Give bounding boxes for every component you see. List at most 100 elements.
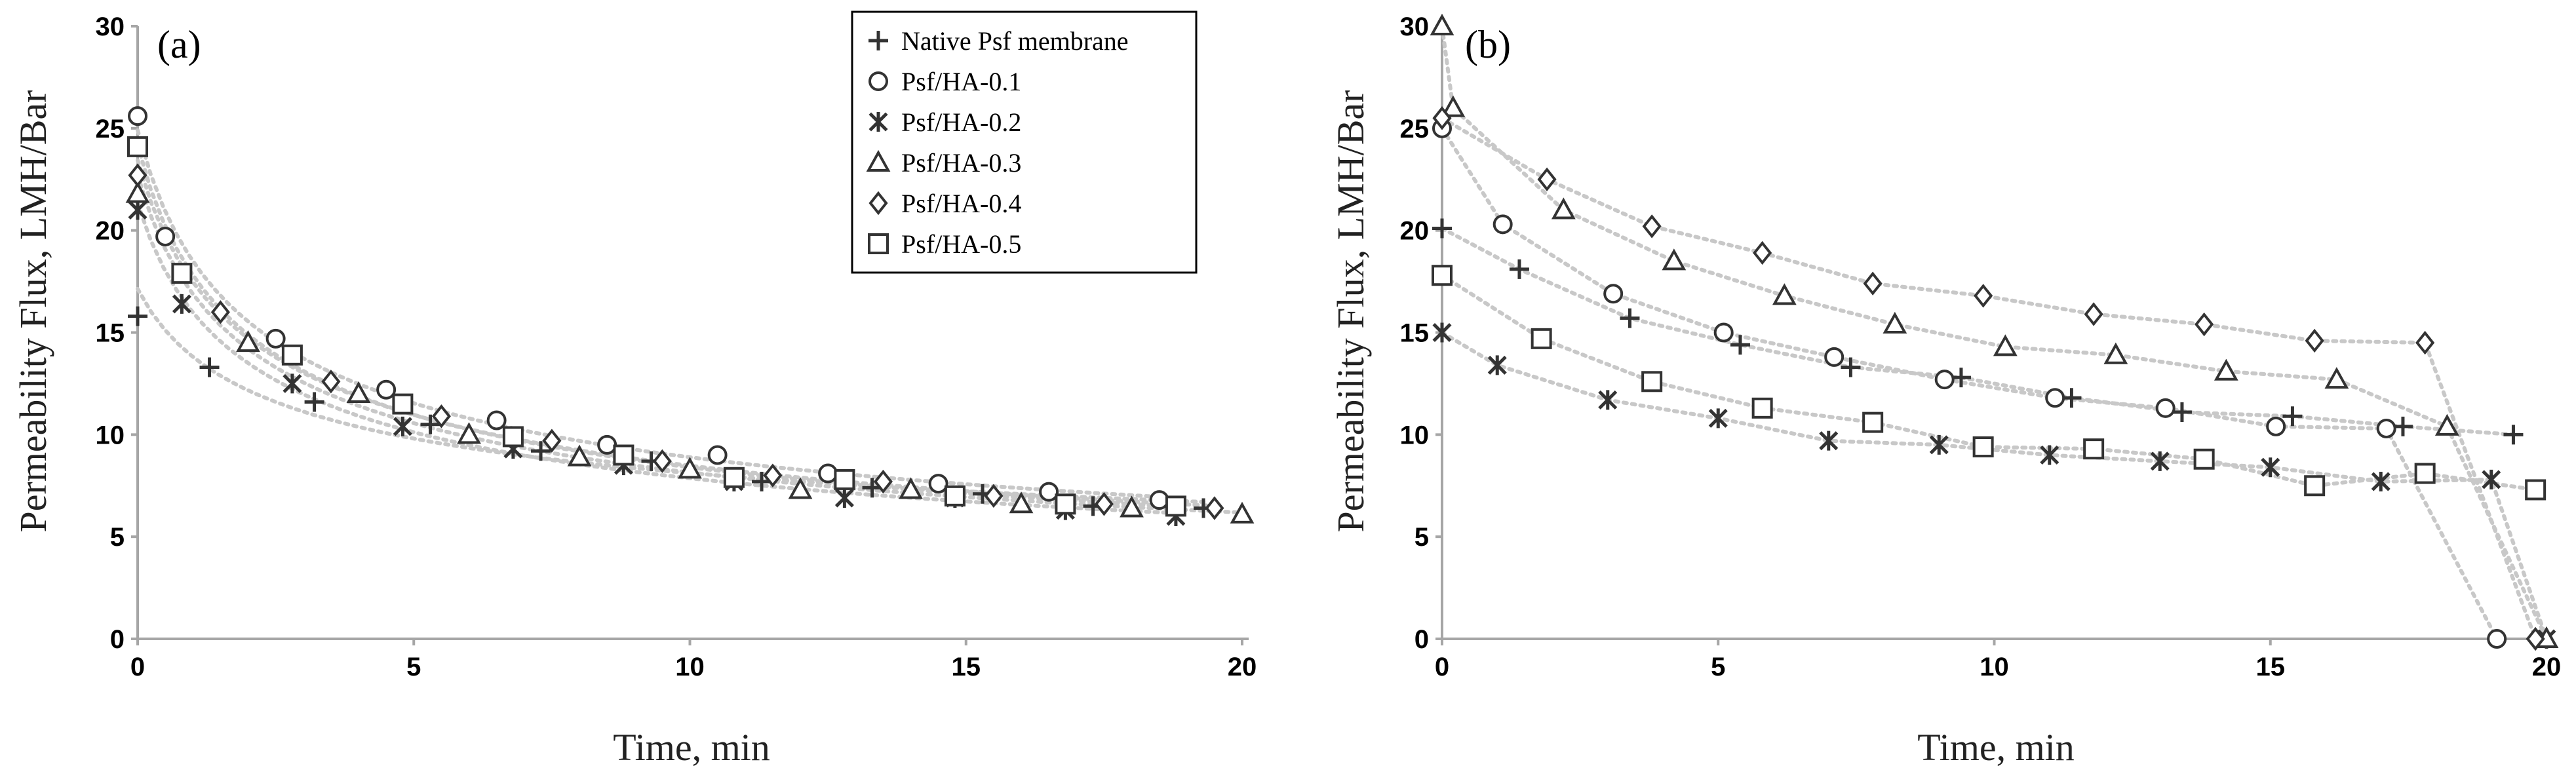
data-point-diamond [128, 163, 147, 187]
panel-a-x-axis-title: Time, min [613, 726, 770, 769]
y-tick-label: 25 [1400, 115, 1430, 143]
data-point-triangle [1551, 197, 1576, 220]
x-tick-label: 5 [406, 653, 421, 681]
legend-entry-ha-0-2: Psf/HA-0.2 [901, 107, 1021, 137]
data-point-square [2083, 438, 2105, 460]
y-tick-label: 10 [96, 421, 125, 449]
data-point-diamond [1432, 106, 1452, 130]
data-point-asterisk [1598, 390, 1618, 410]
data-point-circle [265, 328, 286, 349]
legend-entry-native: Native Psf membrane [901, 26, 1129, 56]
legend-marker-circle [868, 71, 888, 91]
panel-b-label: (b) [1465, 23, 1511, 66]
data-point-asterisk [1929, 434, 1949, 455]
x-tick-label: 20 [2532, 653, 2562, 681]
data-point-diamond [984, 484, 1004, 508]
data-point-circle [597, 434, 617, 455]
data-point-plus [2392, 416, 2413, 436]
data-point-triangle [1662, 248, 1687, 271]
data-point-diamond [1094, 492, 1114, 516]
data-point-diamond [1537, 167, 1557, 191]
data-point-asterisk [834, 487, 854, 508]
data-point-triangle [788, 477, 813, 499]
y-tick-label: 0 [110, 625, 125, 654]
data-point-circle [928, 474, 948, 494]
data-point-diamond [2415, 330, 2435, 355]
x-tick-label: 15 [952, 653, 981, 681]
data-point-circle [1934, 370, 1955, 390]
data-point-diamond [2305, 328, 2324, 353]
data-point-triangle [2214, 358, 2238, 381]
data-point-square [1531, 328, 1552, 349]
data-point-square [1641, 371, 1663, 392]
data-point-diamond [1974, 284, 1993, 308]
data-point-triangle [1441, 95, 1466, 117]
data-point-diamond [652, 449, 672, 474]
data-point-square [1432, 265, 1453, 286]
legend-marker-plus [868, 31, 888, 50]
data-point-square [2193, 448, 2215, 470]
legend-entry-ha-0-1: Psf/HA-0.1 [901, 67, 1021, 96]
data-point-square [834, 468, 855, 490]
data-point-plus [2061, 388, 2082, 408]
data-point-asterisk [1487, 355, 1507, 375]
data-point-asterisk [172, 294, 191, 314]
data-point-plus [304, 392, 324, 412]
y-tick-label: 30 [96, 12, 125, 41]
data-point-triangle [2324, 367, 2349, 389]
data-point-circle [2487, 629, 2507, 649]
data-point-circle [1149, 490, 1169, 510]
data-point-circle [1039, 482, 1059, 502]
data-point-asterisk [393, 416, 412, 436]
data-point-diamond [542, 429, 562, 453]
data-point-square [171, 263, 193, 284]
data-point-plus [1951, 368, 1971, 388]
legend-markers [866, 31, 891, 254]
data-point-circle [1603, 284, 1624, 304]
data-point-triangle [678, 457, 702, 479]
data-point-triangle [1772, 283, 1797, 305]
trend-line-asterisk [136, 201, 1178, 516]
data-point-plus [1730, 335, 1750, 355]
data-point-diamond [1205, 496, 1224, 520]
data-point-triangle [2103, 342, 2128, 364]
data-point-plus [1620, 308, 1640, 328]
x-tick-label: 10 [1980, 653, 2009, 681]
data-point-circle [376, 379, 397, 400]
legend-entry-ha-0-3: Psf/HA-0.3 [901, 148, 1021, 178]
data-point-plus [420, 414, 440, 434]
data-point-diamond [763, 463, 783, 487]
data-point-circle [818, 463, 838, 484]
panel-b-y-axis-title: Permeability Flux, LMH/Bar [1329, 90, 1372, 533]
data-point-asterisk [128, 200, 147, 220]
data-point-diamond [321, 370, 341, 394]
data-point-circle [2266, 416, 2286, 436]
data-point-circle [2376, 418, 2396, 438]
legend-marker-triangle [866, 149, 891, 172]
data-point-triangle [346, 381, 371, 403]
data-point-diamond [1642, 214, 1662, 239]
data-point-square [127, 136, 148, 157]
data-point-square [502, 426, 524, 448]
legend-frame [851, 10, 1198, 274]
data-point-triangle [1430, 13, 1454, 35]
panel-a-label: (a) [157, 23, 201, 66]
data-point-plus [1841, 357, 1861, 377]
y-tick-label: 20 [96, 217, 125, 246]
legend-entry-ha-0-4: Psf/HA-0.4 [901, 189, 1021, 218]
panel-a-legend: Native Psf membrane Psf/HA-0.1 Psf/HA-0.… [851, 10, 1198, 274]
legend-entry-ha-0-5: Psf/HA-0.5 [901, 229, 1021, 259]
data-point-plus [531, 441, 551, 461]
data-point-triangle [1993, 334, 2018, 356]
data-point-triangle [125, 181, 150, 203]
data-point-plus [2172, 402, 2192, 423]
data-point-square [944, 485, 966, 506]
data-point-diamond [1753, 240, 1772, 265]
data-point-asterisk [1819, 430, 1839, 451]
data-point-circle [128, 106, 147, 126]
y-tick-label: 0 [1415, 625, 1429, 654]
x-tick-label: 20 [1228, 653, 1257, 681]
y-tick-label: 25 [96, 115, 125, 143]
data-point-triangle [567, 444, 592, 467]
